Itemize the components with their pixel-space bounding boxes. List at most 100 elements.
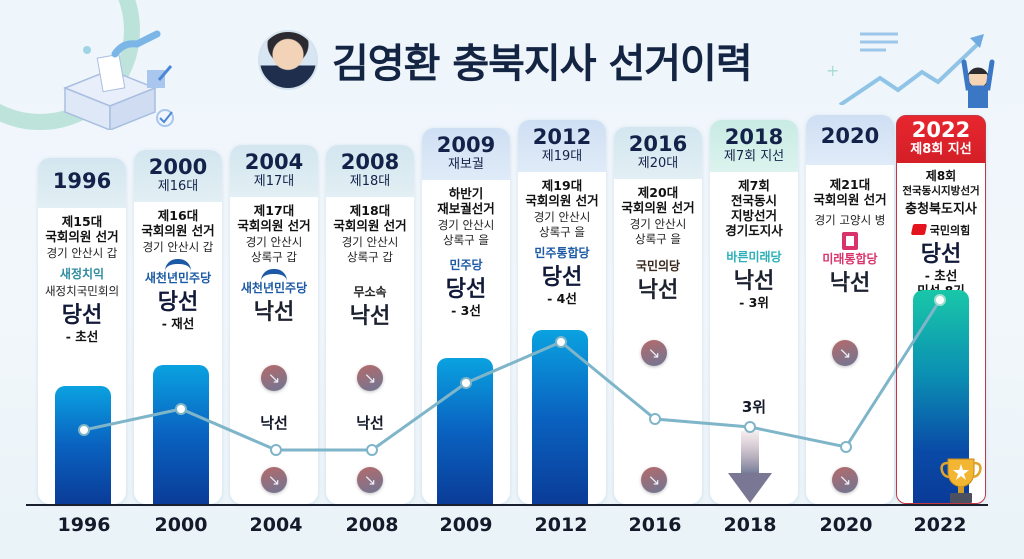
column-subtitle: 제19대 bbox=[541, 149, 583, 164]
trend-arrow-icon: + bbox=[826, 32, 984, 105]
district: 경기 안산시 bbox=[629, 217, 687, 231]
election-number: 제15대 bbox=[61, 214, 103, 229]
column-body: 제19대 국회의원 선거 경기 안산시 상록구 을 민주통합당 당선 - 4선 bbox=[518, 172, 606, 312]
x-tick-label: 2008 bbox=[345, 514, 399, 536]
election-number: 제16대 bbox=[157, 208, 199, 223]
column-header: 2000 제16대 bbox=[134, 150, 222, 202]
x-tick-label: 2020 bbox=[819, 514, 873, 536]
party-name: 국민의당 bbox=[635, 259, 681, 273]
column-year: 2016 bbox=[628, 132, 688, 156]
column-header: 2020 bbox=[806, 115, 894, 165]
column-year: 1996 bbox=[52, 169, 112, 193]
column-header: 1996 bbox=[38, 158, 126, 208]
column-2020: 2020 제21대 국회의원 선거 경기 고양시 병 미래통합당 낙선 bbox=[806, 115, 894, 504]
election-type: 국회의원 선거 bbox=[621, 200, 695, 215]
district-sub: 상록구 갑 bbox=[347, 250, 393, 264]
election-type: 재보궐선거 bbox=[437, 201, 495, 216]
election-type-sub: 지방선거 bbox=[730, 208, 777, 223]
party-name: 민주당 bbox=[449, 258, 483, 272]
district: 경기 안산시 bbox=[341, 235, 399, 249]
down-arrow-icon: ↘ bbox=[261, 467, 287, 493]
election-number: 제18대 bbox=[349, 203, 391, 218]
column-2008: 2008 제18대 제18대 국회의원 선거 경기 안산시 상록구 갑 무소속 … bbox=[326, 145, 414, 504]
election-number: 제19대 bbox=[541, 178, 583, 193]
column-body: 하반기 재보궐선거 경기 안산시 상록구 을 민주당 당선 - 3선 bbox=[422, 180, 510, 324]
column-subtitle: 제8회 지선 bbox=[910, 142, 972, 157]
down-arrow-icon: ↘ bbox=[832, 340, 858, 366]
district-sub: 상록구 갑 bbox=[251, 250, 297, 264]
column-year: 2018 bbox=[724, 125, 784, 149]
party-name: 새정치익 bbox=[59, 267, 105, 281]
trophy-icon bbox=[940, 458, 982, 503]
column-year: 2020 bbox=[820, 124, 880, 148]
district: 경기도지사 bbox=[725, 223, 783, 238]
bar-2000 bbox=[153, 365, 209, 504]
result-label: 낙선 bbox=[637, 278, 679, 303]
result-label: 낙선 bbox=[733, 269, 775, 294]
result-label: 당선 bbox=[157, 290, 199, 315]
column-header: 2016 제20대 bbox=[614, 127, 702, 179]
column-body: 제20대 국회의원 선거 경기 안산시 상록구 을 국민의당 낙선 bbox=[614, 179, 702, 310]
party-logo-icon bbox=[165, 259, 191, 271]
result-label: 당선 bbox=[61, 303, 103, 328]
district: 경기 안산시 bbox=[245, 235, 303, 249]
column-body: 제21대 국회의원 선거 경기 고양시 병 미래통합당 낙선 bbox=[806, 165, 894, 303]
down-arrow-icon: ↘ bbox=[261, 365, 287, 391]
party-name: 새천년민주당 bbox=[240, 281, 308, 295]
election-type: 국회의원 선거 bbox=[237, 218, 311, 233]
x-tick-label: 2000 bbox=[154, 514, 208, 536]
big-down-arrow-icon bbox=[728, 431, 772, 503]
result-detail: - 초선 bbox=[924, 268, 958, 283]
party-row: 국민의힘 bbox=[898, 223, 984, 238]
column-year: 2012 bbox=[532, 125, 592, 149]
election-type: 전국동시 bbox=[730, 193, 777, 208]
column-subtitle: 재보궐 bbox=[448, 157, 484, 172]
district: 경기 안산시 갑 bbox=[142, 240, 214, 254]
election-number: 제20대 bbox=[637, 185, 679, 200]
bar-2012 bbox=[532, 330, 588, 504]
cheering-person-icon bbox=[961, 59, 995, 108]
result-label: 낙선 bbox=[349, 304, 391, 329]
header: 김영환 충북지사 선거이력 bbox=[258, 24, 753, 96]
column-year: 2000 bbox=[148, 155, 208, 179]
column-header: 2012 제19대 bbox=[518, 120, 606, 172]
ballot-box-illustration bbox=[62, 30, 174, 130]
column-body: 제18대 국회의원 선거 경기 안산시 상록구 갑 무소속 낙선 bbox=[326, 197, 414, 336]
party-logo-icon bbox=[261, 269, 287, 281]
column-year: 2008 bbox=[340, 150, 400, 174]
district: 경기 안산시 bbox=[437, 218, 495, 232]
x-tick-label: 2009 bbox=[439, 514, 493, 536]
result-detail: - 재선 bbox=[161, 316, 195, 331]
party-name: 국민의힘 bbox=[929, 224, 971, 237]
x-tick-label: 1996 bbox=[57, 514, 111, 536]
district: 경기 고양시 병 bbox=[814, 213, 886, 227]
column-year: 2009 bbox=[436, 133, 496, 157]
result-label: 낙선 bbox=[253, 300, 295, 325]
party-name: 새천년민주당 bbox=[144, 271, 212, 285]
column-subtitle: 제20대 bbox=[637, 156, 679, 171]
column-body: 제17대 국회의원 선거 경기 안산시 상록구 갑 새천년민주당 낙선 bbox=[230, 197, 318, 332]
result-detail: - 초선 bbox=[65, 329, 99, 344]
page-title: 김영환 충북지사 선거이력 bbox=[332, 41, 753, 87]
column-body: 제16대 국회의원 선거 경기 안산시 갑 새천년민주당 당선 - 재선 bbox=[134, 202, 222, 337]
avatar bbox=[258, 30, 318, 90]
election-type: 국회의원 선거 bbox=[525, 193, 599, 208]
down-arrow-icon: ↘ bbox=[641, 340, 667, 366]
column-header: 2018 제7회 지선 bbox=[710, 120, 798, 172]
column-subtitle: 제18대 bbox=[349, 174, 391, 189]
party-full-name: 새정치국민회의 bbox=[44, 284, 120, 298]
party-logo-icon bbox=[910, 224, 927, 235]
party-name: 민주통합당 bbox=[534, 246, 590, 260]
x-tick-label: 2012 bbox=[534, 514, 588, 536]
x-tick-label: 2022 bbox=[913, 514, 967, 536]
result-detail: - 4선 bbox=[547, 291, 577, 306]
column-year: 2022 bbox=[911, 118, 971, 142]
column-subtitle: 제17대 bbox=[253, 174, 295, 189]
election-type: 국회의원 선거 bbox=[333, 218, 407, 233]
down-arrow-icon: ↘ bbox=[357, 467, 383, 493]
column-body: 제8회 전국동시지방선거 충청북도지사 국민의힘 당선 - 초선 민선 8기 bbox=[896, 163, 986, 304]
x-tick-label: 2018 bbox=[723, 514, 777, 536]
x-tick-label: 2016 bbox=[628, 514, 682, 536]
election-type: 국회의원 선거 bbox=[813, 192, 887, 207]
district-sub: 상록구 을 bbox=[443, 233, 489, 247]
